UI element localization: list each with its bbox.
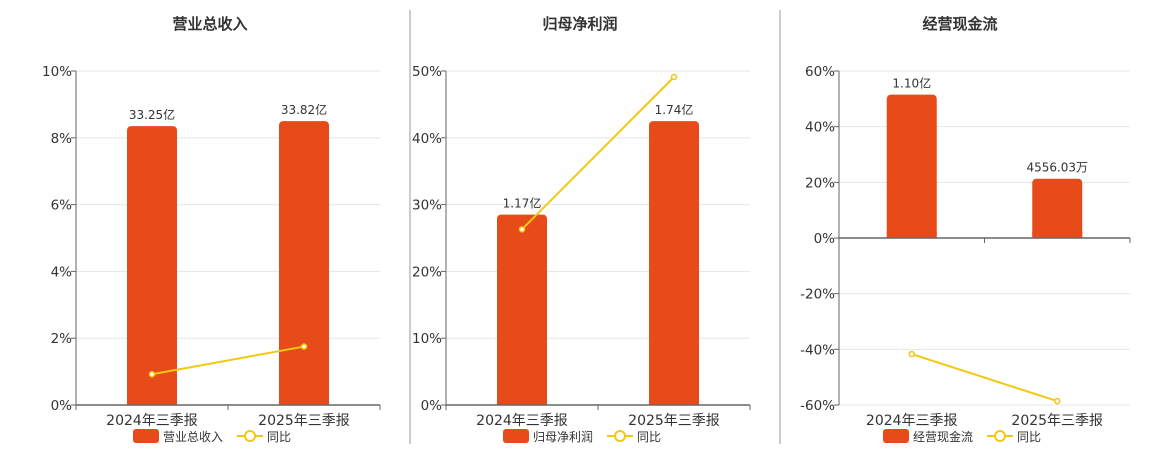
chart-title: 归母净利润 [542,15,617,33]
bar-value-label: 33.25亿 [129,107,175,122]
yoy-point [908,350,915,358]
legend-bar-swatch [133,429,159,443]
yoy-point [148,371,156,378]
chart-title: 营业总收入 [172,15,247,33]
chart-panel-2: 归母净利润 50% 40% 30% 20% 10% 0% 1.17亿 1.74亿 2024年三季报… [409,10,751,444]
bar-value-label: 1.10亿 [892,76,931,91]
x-category-label: 2024年三季报 [866,413,958,429]
x-category-label: 2025年三季报 [628,413,720,429]
legend-line-marker [614,430,626,442]
bar [886,94,937,239]
y-tick-label: 10% [42,64,72,80]
chart-panel-1: 营业总收入 10% 8% 6% 4% 2% 0% 33.25亿 33.82亿 2024年三季报 20… [42,15,381,444]
yoy-point [1054,397,1061,405]
bar [649,121,699,405]
x-category-label: 2025年三季报 [258,413,350,429]
y-tick-label: 20% [805,175,835,191]
x-category-label: 2025年三季报 [1011,413,1103,429]
bar-base [649,399,699,405]
legend-bar-label: 经营现金流 [913,429,973,444]
bar-base [886,232,937,238]
y-tick-label: 4% [51,264,73,280]
legend-bar-label: 归母净利润 [533,430,593,444]
yoy-line [521,76,675,231]
bar-value-label: 1.17亿 [503,196,542,211]
y-tick-label: -20% [800,287,835,303]
yoy-line [151,345,305,376]
legend-line-label: 同比 [637,430,661,444]
bar-base [279,399,329,405]
chart-title: 经营现金流 [922,15,997,33]
legend-bar-label: 营业总收入 [163,430,223,444]
y-tick-label: 2% [51,331,73,347]
bar-value-label: 1.74亿 [655,102,694,117]
bar-base [1032,232,1083,238]
bar [127,126,177,406]
y-tick-label: 0% [421,398,443,414]
y-tick-label: 30% [412,198,442,214]
bar-value-label: 33.82亿 [281,102,327,117]
x-category-label: 2024年三季报 [476,413,568,429]
yoy-point [670,73,678,81]
legend-line-marker [244,430,256,442]
legend-line-label: 同比 [1017,430,1041,444]
yoy-line [911,353,1058,403]
bar-base [127,399,177,405]
y-tick-label: 40% [412,131,442,147]
x-category-label: 2024年三季报 [106,413,198,429]
y-tick-label: 40% [805,120,835,136]
y-tick-label: 0% [814,231,836,247]
y-tick-label: 8% [51,131,73,147]
bar [279,121,329,405]
y-tick-label: -40% [800,342,835,358]
y-tick-label: 0% [51,398,73,414]
legend-line-label: 同比 [267,430,291,444]
y-tick-label: 6% [51,198,73,214]
y-tick-label: 10% [412,331,442,347]
y-tick-label: 20% [412,264,442,280]
bar [497,214,547,405]
bar-value-label: 4556.03万 [1026,161,1088,175]
y-tick-label: -60% [800,398,835,414]
y-tick-label: 50% [412,64,442,80]
legend-line-marker [994,430,1006,442]
yoy-point [300,343,308,350]
chart-panel-3: 经营现金流 60% 40% 20% 0% -20% -40% -60% 1.10亿 4556.03… [779,10,1131,444]
legend-bar-swatch [503,429,529,443]
yoy-point [518,226,526,233]
y-tick-label: 60% [805,64,835,80]
bar [1032,178,1083,238]
bar-base [497,399,547,405]
legend-bar-swatch [883,429,909,443]
